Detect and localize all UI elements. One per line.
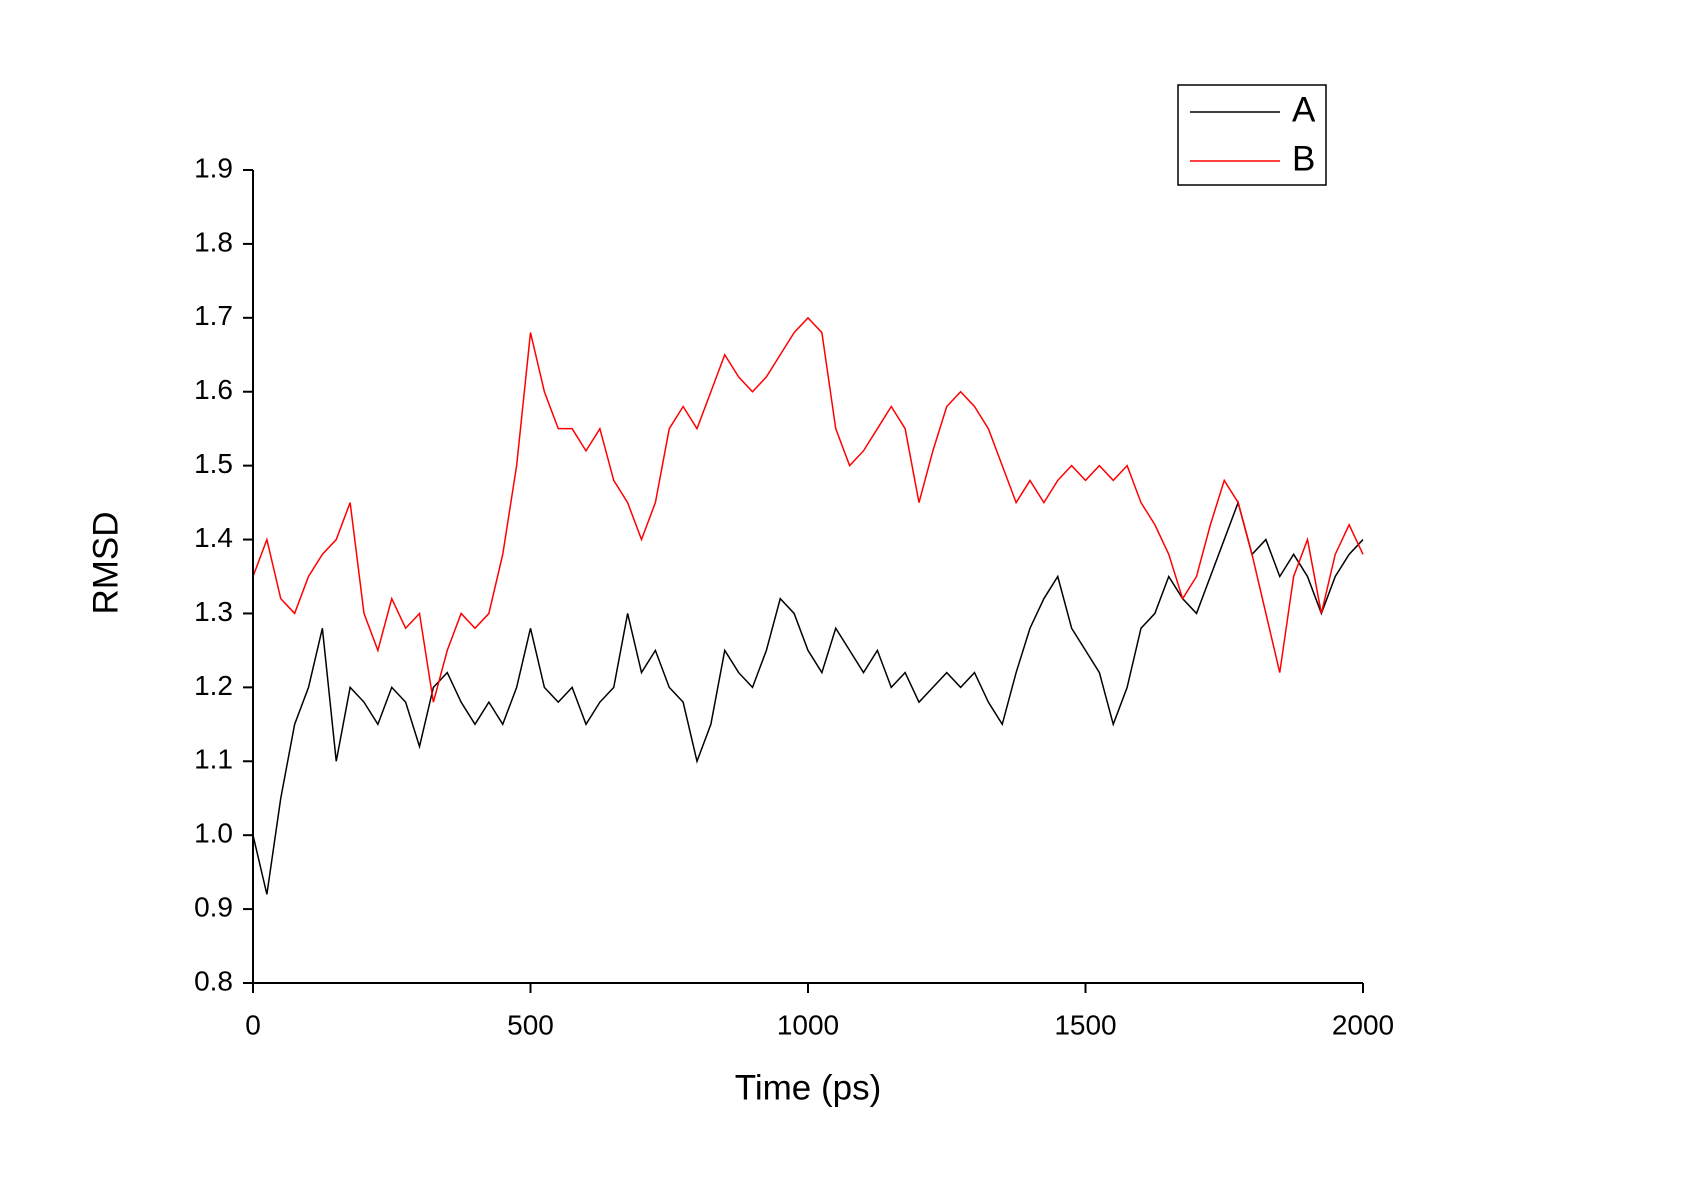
x-tick-label: 2000 <box>1332 1009 1394 1040</box>
y-tick-label: 0.9 <box>194 891 233 922</box>
y-tick-label: 1.2 <box>194 670 233 701</box>
legend-label: A <box>1292 90 1316 129</box>
y-tick-label: 1.8 <box>194 226 233 257</box>
y-tick-label: 1.7 <box>194 300 233 331</box>
y-tick-label: 0.8 <box>194 965 233 996</box>
x-tick-label: 1500 <box>1054 1009 1116 1040</box>
axes <box>252 170 1363 984</box>
y-tick-label: 1.3 <box>194 596 233 627</box>
y-tick-label: 1.9 <box>194 152 233 183</box>
y-tick-label: 1.0 <box>194 818 233 849</box>
x-tick-label: 0 <box>245 1009 261 1040</box>
x-tick-label: 500 <box>507 1009 554 1040</box>
series-line <box>252 500 1364 895</box>
y-tick-label: 1.5 <box>194 448 233 479</box>
y-tick-label: 1.1 <box>194 744 233 775</box>
series-line <box>252 316 1364 703</box>
y-tick-label: 1.4 <box>194 522 233 553</box>
legend-label: B <box>1292 139 1315 178</box>
y-tick-label: 1.6 <box>194 374 233 405</box>
legend-box <box>1177 84 1327 186</box>
x-axis-label: Time (ps) <box>735 1068 881 1107</box>
x-tick-label: 1000 <box>777 1009 839 1040</box>
y-axis-label: RMSD <box>86 511 125 614</box>
